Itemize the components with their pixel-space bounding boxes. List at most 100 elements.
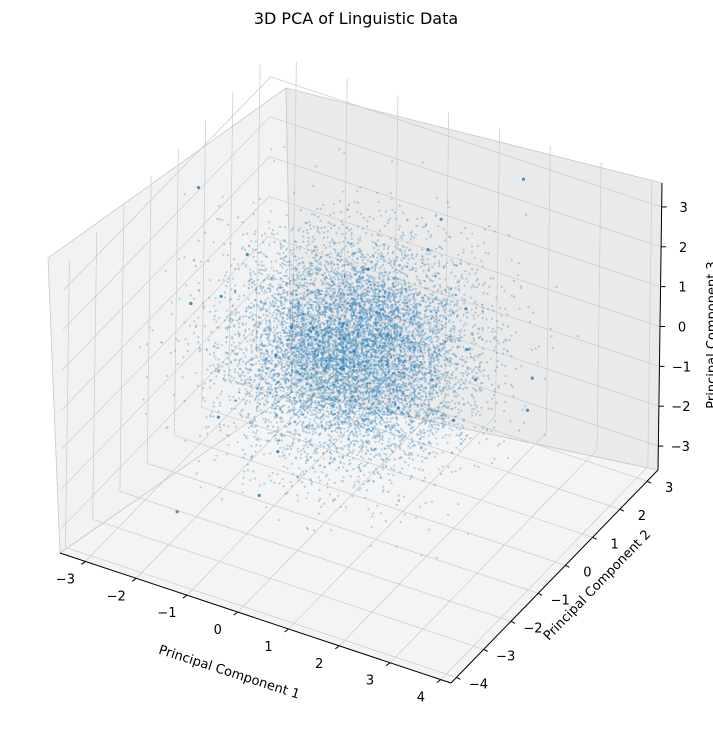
data-point: [402, 406, 406, 409]
z-grid-line-back: [267, 275, 660, 407]
data-point: [215, 347, 218, 350]
data-point: [314, 408, 317, 411]
data-point: [375, 407, 378, 410]
data-point: [356, 291, 359, 294]
data-point: [256, 436, 259, 439]
data-point: [252, 318, 255, 321]
data-point: [356, 328, 359, 331]
data-point: [423, 347, 426, 350]
data-point: [473, 323, 477, 326]
data-point: [296, 447, 299, 450]
data-point: [324, 379, 327, 382]
data-point: [335, 362, 339, 365]
data-point: [388, 427, 391, 430]
data-point: [319, 293, 322, 296]
data-point: [314, 267, 317, 271]
data-point: [363, 216, 366, 219]
data-point: [344, 386, 347, 389]
data-point: [460, 371, 463, 375]
data-point: [330, 452, 333, 456]
data-point: [233, 399, 236, 402]
data-point: [446, 201, 449, 204]
data-point: [250, 351, 253, 354]
data-point: [520, 365, 523, 368]
data-point: [391, 208, 394, 211]
data-point: [440, 364, 443, 367]
data-point: [353, 484, 356, 487]
data-point: [464, 270, 467, 273]
data-point: [394, 309, 397, 312]
data-point: [291, 403, 294, 406]
data-point: [424, 394, 427, 397]
data-point: [368, 367, 371, 370]
data-point: [440, 342, 443, 346]
data-point: [271, 395, 274, 398]
data-point: [273, 416, 276, 419]
data-point: [258, 198, 261, 201]
data-point: [355, 372, 358, 375]
data-point: [530, 348, 533, 351]
data-point: [406, 241, 409, 244]
data-point: [453, 304, 456, 307]
data-point: [407, 397, 410, 400]
data-point: [304, 357, 307, 361]
data-point: [390, 412, 393, 415]
data-point: [307, 338, 310, 341]
data-point: [242, 315, 245, 318]
data-point: [483, 281, 486, 284]
data-point: [393, 437, 396, 440]
data-point: [315, 424, 319, 428]
data-point: [460, 358, 463, 361]
data-point: [375, 368, 378, 371]
data-point: [310, 269, 313, 272]
data-point: [360, 282, 363, 285]
data-point: [275, 405, 278, 408]
data-point: [425, 343, 428, 346]
data-point: [435, 314, 438, 317]
data-point: [257, 251, 260, 254]
data-point: [418, 409, 421, 412]
data-point: [335, 438, 338, 441]
data-point: [383, 329, 386, 332]
data-point: [262, 411, 265, 414]
data-point: [398, 444, 401, 447]
data-point: [340, 220, 343, 223]
data-point: [440, 348, 443, 351]
data-point: [336, 382, 339, 385]
data-point: [421, 366, 424, 369]
data-point: [317, 499, 320, 502]
data-point: [380, 317, 383, 320]
x-grid-line-floor: [389, 449, 598, 664]
data-point: [342, 359, 345, 362]
data-point: [303, 268, 306, 271]
data-point: [341, 387, 344, 390]
data-point: [443, 352, 446, 355]
data-point: [401, 438, 404, 441]
data-point: [430, 398, 433, 401]
data-point: [281, 410, 284, 413]
data-point: [254, 375, 257, 378]
data-point: [249, 376, 252, 379]
data-point: [340, 375, 343, 378]
data-point: [317, 404, 320, 407]
data-point: [376, 310, 379, 313]
data-point: [279, 331, 282, 334]
data-point: [389, 192, 392, 195]
data-point: [294, 311, 297, 314]
data-point: [310, 321, 313, 324]
data-point: [442, 305, 445, 308]
data-point: [341, 270, 345, 273]
data-point: [444, 303, 447, 306]
data-point: [357, 488, 360, 491]
data-point: [330, 430, 333, 433]
data-point: [306, 228, 309, 232]
data-point: [270, 148, 273, 151]
data-point: [311, 235, 314, 239]
data-point: [148, 326, 151, 329]
data-point: [293, 255, 296, 258]
data-point: [457, 253, 460, 257]
data-point: [360, 455, 363, 458]
data-point: [264, 308, 267, 311]
data-point: [418, 422, 421, 425]
data-point: [262, 403, 265, 406]
